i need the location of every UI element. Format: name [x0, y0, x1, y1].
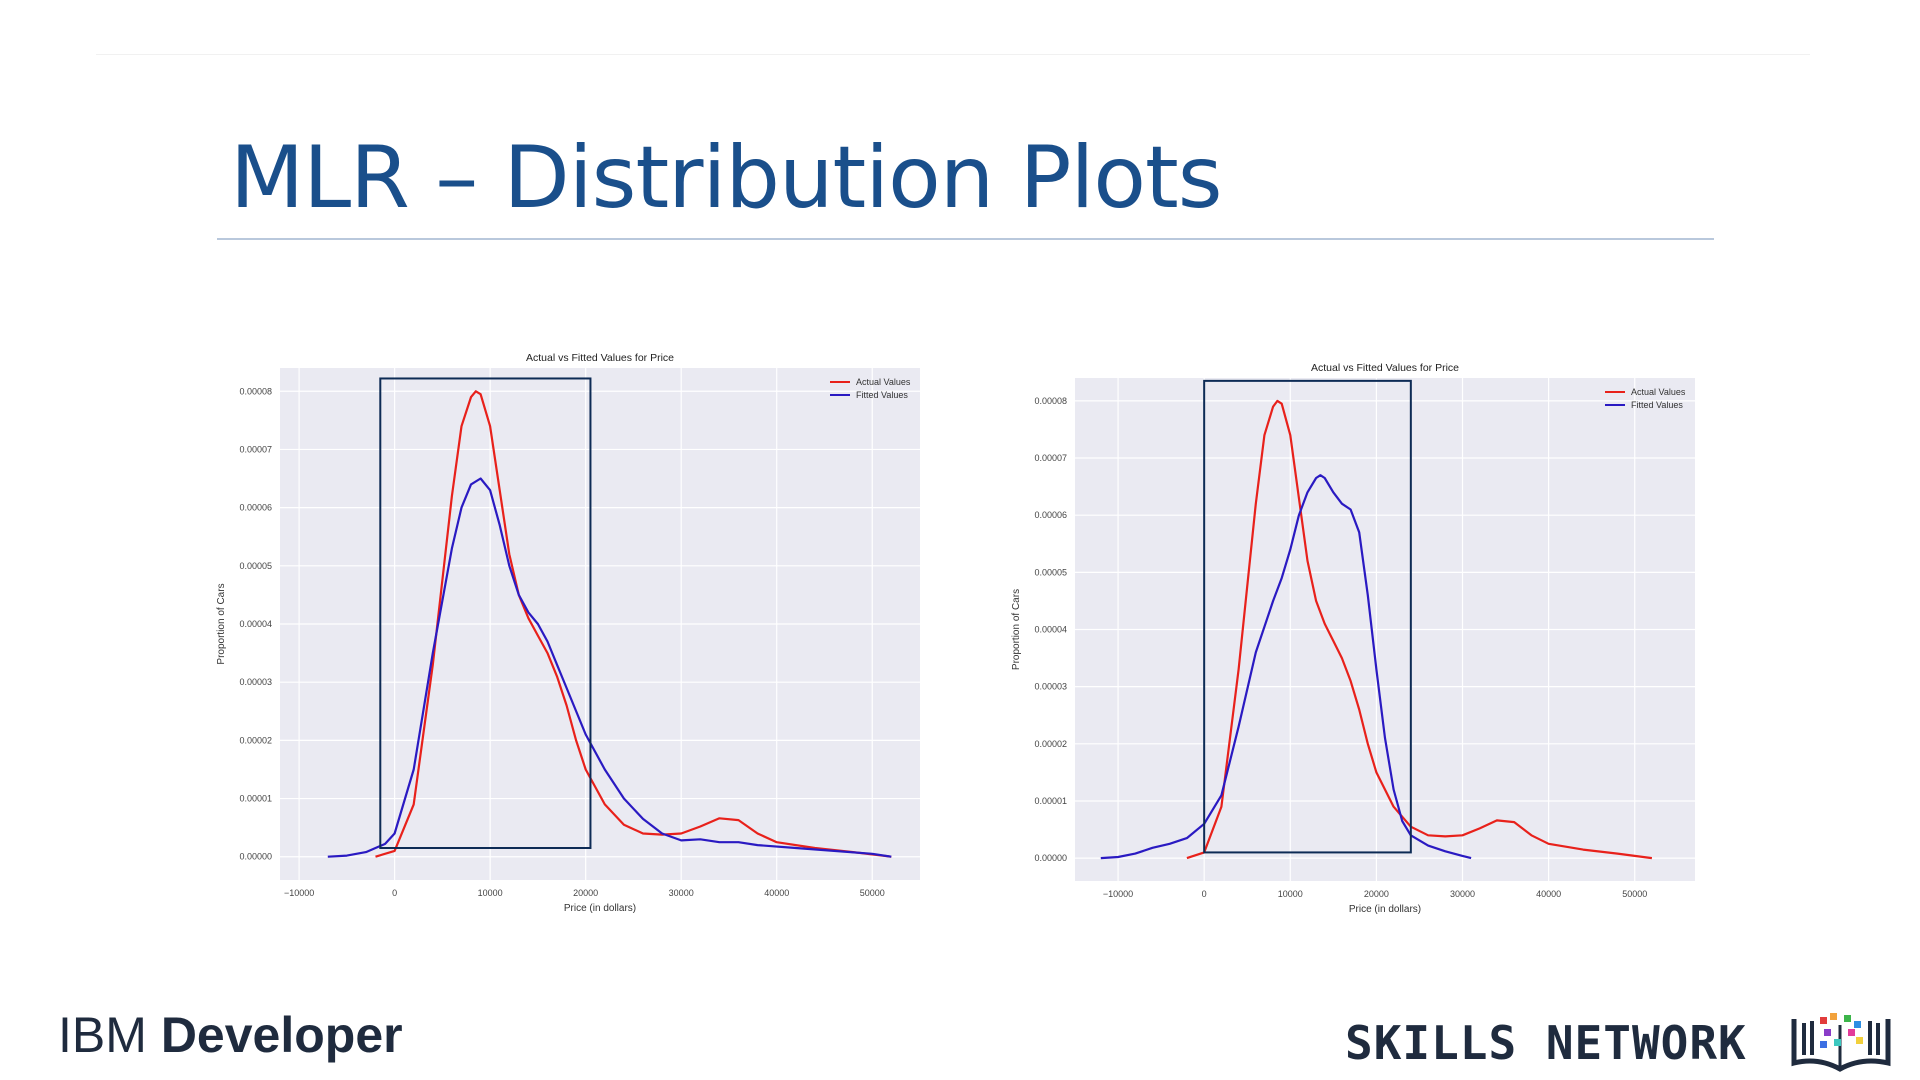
y-tick-label: 0.00000: [239, 852, 272, 862]
y-tick-label: 0.00001: [239, 794, 272, 804]
series-line-actual: [375, 390, 892, 858]
x-axis-label: Price (in dollars): [1349, 904, 1421, 915]
legend-label: Fitted Values: [1631, 400, 1683, 410]
y-tick-label: 0.00001: [1034, 796, 1067, 806]
legend-label: Actual Values: [856, 377, 911, 387]
y-tick-label: 0.00002: [239, 735, 272, 745]
x-tick-label: 30000: [1450, 889, 1475, 899]
x-tick-label: 20000: [1364, 889, 1389, 899]
brand-developer: Developer: [160, 1007, 403, 1063]
skills-network-wordmark: SKILLS NETWORK: [1345, 1016, 1747, 1070]
series-line-fitted: [1100, 474, 1472, 860]
y-tick-label: 0.00008: [1034, 396, 1067, 406]
x-tick-label: 20000: [573, 888, 598, 898]
x-axis-label: Price (in dollars): [564, 903, 636, 914]
highlight-box: [379, 377, 592, 850]
x-tick-label: 30000: [669, 888, 694, 898]
skills-network-book-icon: [1791, 1013, 1891, 1072]
y-tick-label: 0.00004: [239, 619, 272, 629]
chart-title: Actual vs Fitted Values for Price: [1311, 362, 1459, 374]
top-rule: [96, 54, 1810, 55]
x-tick-label: 0: [392, 888, 397, 898]
y-tick-label: 0.00003: [1034, 682, 1067, 692]
y-tick-label: 0.00007: [239, 444, 272, 454]
x-tick-label: 40000: [1536, 889, 1561, 899]
y-tick-label: 0.00002: [1034, 739, 1067, 749]
x-tick-label: 40000: [764, 888, 789, 898]
distribution-chart-2: −10000 0 10000 20000 30000 40000 50000 0.00000 0…: [1011, 362, 1695, 915]
legend-label: Actual Values: [1631, 387, 1686, 397]
ibm-developer-logo: IBM Developer: [58, 1006, 403, 1064]
y-axis-label: Proportion of Cars: [1011, 589, 1022, 670]
x-tick-label: 10000: [478, 888, 503, 898]
y-tick-label: 0.00004: [1034, 625, 1067, 635]
brand-ibm: IBM: [58, 1007, 147, 1063]
series-line-fitted: [327, 477, 892, 858]
title-underline: [217, 238, 1714, 240]
y-tick-label: 0.00000: [1034, 853, 1067, 863]
x-tick-label: 50000: [860, 888, 885, 898]
x-tick-label: −10000: [1103, 889, 1133, 899]
y-tick-label: 0.00005: [239, 561, 272, 571]
y-tick-label: 0.00007: [1034, 453, 1067, 463]
slide-title: MLR – Distribution Plots: [230, 128, 1222, 228]
highlight-box: [1203, 379, 1412, 854]
x-tick-label: 10000: [1278, 889, 1303, 899]
y-tick-label: 0.00008: [239, 386, 272, 396]
x-tick-label: −10000: [284, 888, 314, 898]
y-tick-label: 0.00006: [239, 503, 272, 513]
x-tick-label: 50000: [1622, 889, 1647, 899]
y-tick-label: 0.00005: [1034, 567, 1067, 577]
y-axis-label: Proportion of Cars: [216, 583, 227, 664]
x-tick-label: 0: [1202, 889, 1207, 899]
chart-title: Actual vs Fitted Values for Price: [526, 352, 674, 364]
y-tick-label: 0.00003: [239, 677, 272, 687]
distribution-chart-1: −10000 0 10000 20000 30000 40000 50000 0.00000 0…: [216, 352, 920, 914]
series-line-actual: [1186, 399, 1653, 860]
y-tick-label: 0.00006: [1034, 510, 1067, 520]
legend-label: Fitted Values: [856, 390, 908, 400]
